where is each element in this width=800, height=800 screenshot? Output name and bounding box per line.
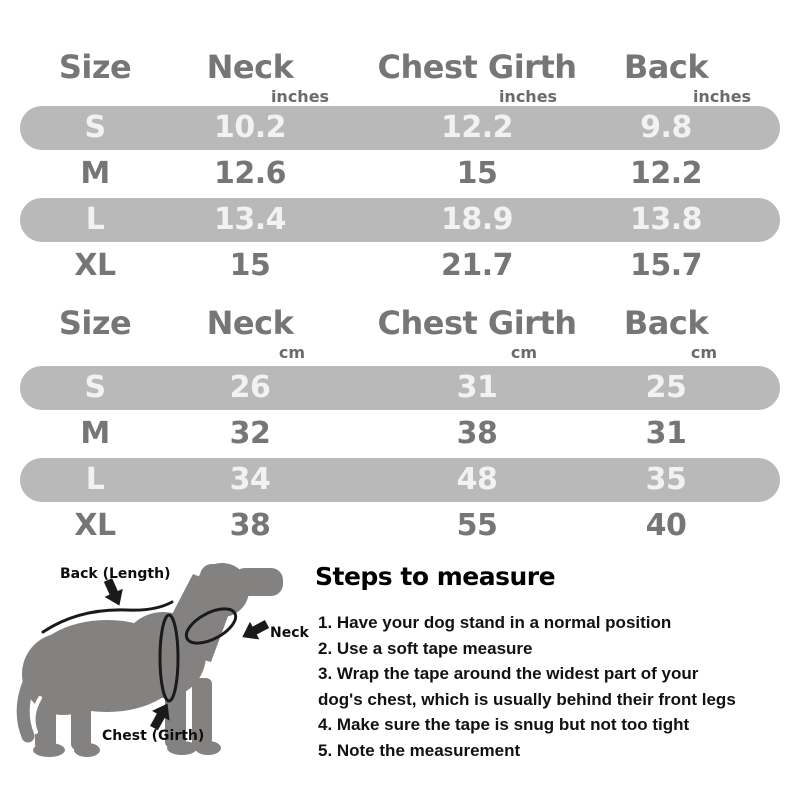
cell-size: M — [80, 156, 110, 191]
dog-silhouette-icon — [16, 563, 283, 757]
col-header-size: Size — [58, 48, 132, 86]
unit-label: cm — [510, 343, 538, 362]
unit-label: cm — [278, 343, 306, 362]
row-highlight-band — [20, 366, 780, 410]
cell-back: 15.7 — [629, 248, 703, 283]
table-row-m: M 32 38 31 — [0, 412, 800, 456]
cell-size: XL — [74, 248, 116, 283]
row-highlight-band — [20, 106, 780, 150]
cell-back: 9.8 — [640, 110, 692, 145]
cell-size: M — [80, 416, 110, 451]
cell-chest: 15 — [456, 156, 498, 191]
cell-chest: 31 — [456, 370, 498, 405]
cell-size: XL — [74, 508, 116, 543]
cell-neck: 15 — [229, 248, 271, 283]
step-item: 4. Make sure the tape is snug but not to… — [318, 715, 690, 734]
cell-chest: 18.9 — [440, 202, 514, 237]
back-arrow-icon — [103, 578, 123, 606]
cell-size: S — [84, 370, 106, 405]
unit-label: cm — [690, 343, 718, 362]
unit-label: inches — [692, 87, 752, 106]
table-row-l: L 13.4 18.9 13.8 — [0, 198, 800, 242]
cm-units-row: cm cm cm — [0, 344, 800, 362]
cell-size: S — [84, 110, 106, 145]
back-length-line — [41, 600, 174, 634]
cell-chest: 38 — [456, 416, 498, 451]
chest-arrow-icon — [150, 703, 170, 731]
step-item: 3. Wrap the tape around the widest part … — [318, 664, 699, 683]
col-header-neck: Neck — [206, 304, 294, 342]
chest-girth-label: Chest (Girth) — [102, 728, 205, 744]
inches-units-row: inches inches inches — [0, 88, 800, 106]
cell-back: 12.2 — [629, 156, 703, 191]
col-header-chest: Chest Girth — [377, 304, 577, 342]
cell-neck: 38 — [229, 508, 271, 543]
tail-notch — [31, 696, 42, 734]
step-item: 2. Use a soft tape measure — [318, 638, 533, 658]
cell-back: 13.8 — [629, 202, 703, 237]
col-header-size: Size — [58, 304, 132, 342]
steps-title: Steps to measure — [315, 562, 556, 591]
dog-measurement-diagram — [16, 563, 283, 757]
neck-arrow-icon — [242, 620, 270, 640]
col-header-back: Back — [623, 48, 709, 86]
cell-chest: 21.7 — [440, 248, 514, 283]
col-header-neck: Neck — [206, 48, 294, 86]
step-item: 5. Note the measurement — [318, 740, 521, 760]
cell-neck: 13.4 — [213, 202, 287, 237]
cell-neck: 32 — [229, 416, 271, 451]
cell-back: 35 — [645, 462, 687, 497]
inches-table-header-row: Size Neck Chest Girth Back — [0, 46, 800, 88]
cell-back: 25 — [645, 370, 687, 405]
unit-label: inches — [270, 87, 330, 106]
col-header-chest: Chest Girth — [377, 48, 577, 86]
step-item: 1. Have your dog stand in a normal posit… — [318, 613, 672, 632]
table-row-l: L 34 48 35 — [0, 458, 800, 502]
cell-chest: 12.2 — [440, 110, 514, 145]
chest-girth-line — [158, 613, 180, 703]
cell-neck: 34 — [229, 462, 271, 497]
cell-chest: 48 — [456, 462, 498, 497]
row-highlight-band — [20, 458, 780, 502]
cell-neck: 10.2 — [213, 110, 287, 145]
col-header-back: Back — [623, 304, 709, 342]
cell-neck: 12.6 — [213, 156, 287, 191]
row-highlight-band — [20, 198, 780, 242]
steps-list: 1. Have your dog stand in a normal posit… — [318, 610, 800, 763]
cell-size: L — [85, 462, 105, 497]
cell-back: 31 — [645, 416, 687, 451]
step-item-continuation: dog's chest, which is usually behind the… — [318, 689, 736, 709]
neck-label: Neck — [270, 625, 309, 641]
cm-table-header-row: Size Neck Chest Girth Back — [0, 302, 800, 344]
cell-neck: 26 — [229, 370, 271, 405]
back-length-label: Back (Length) — [60, 566, 171, 582]
unit-label: inches — [498, 87, 558, 106]
table-row-xl: XL 15 21.7 15.7 — [0, 244, 800, 288]
table-row-s: S 26 31 25 — [0, 366, 800, 410]
neck-girth-line — [184, 607, 238, 645]
table-row-xl: XL 38 55 40 — [0, 504, 800, 548]
cell-size: L — [85, 202, 105, 237]
cell-back: 40 — [645, 508, 687, 543]
cell-chest: 55 — [456, 508, 498, 543]
table-row-s: S 10.2 12.2 9.8 — [0, 106, 800, 150]
table-row-m: M 12.6 15 12.2 — [0, 152, 800, 196]
